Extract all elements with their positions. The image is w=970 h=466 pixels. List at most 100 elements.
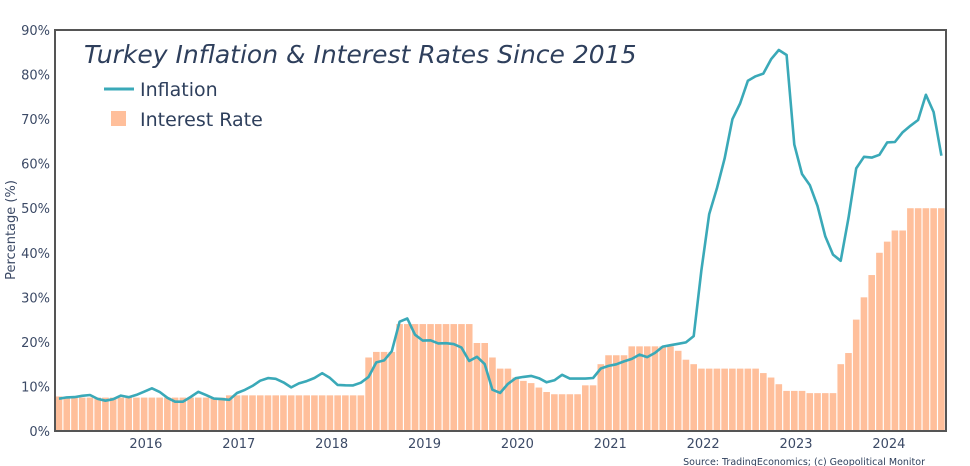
interest-rate-bar bbox=[349, 395, 357, 431]
interest-rate-bar bbox=[682, 359, 690, 431]
interest-rate-bar bbox=[334, 395, 341, 431]
interest-rate-bar bbox=[930, 208, 937, 431]
interest-rate-bar bbox=[852, 319, 860, 431]
x-tick-label: 2023 bbox=[779, 437, 812, 452]
interest-rate-bar bbox=[450, 324, 458, 431]
interest-rate-bar bbox=[527, 383, 535, 431]
interest-rate-bar bbox=[365, 357, 372, 431]
interest-rate-bar bbox=[210, 397, 218, 431]
interest-rate-bar bbox=[744, 368, 752, 431]
interest-rate-bar bbox=[860, 297, 868, 431]
interest-rate-bar bbox=[667, 346, 674, 431]
interest-rate-bar bbox=[612, 355, 620, 431]
interest-rate-bar bbox=[876, 252, 883, 431]
interest-rate-bar bbox=[938, 208, 945, 431]
interest-rate-bar bbox=[558, 394, 566, 431]
x-tick-label: 2022 bbox=[687, 437, 720, 452]
interest-rate-bar bbox=[821, 393, 829, 431]
interest-rate-bar bbox=[512, 377, 519, 431]
y-axis-label: Percentage (%) bbox=[4, 180, 19, 280]
interest-rate-bar bbox=[55, 396, 63, 431]
interest-rate-bar bbox=[427, 324, 434, 431]
interest-rate-bar bbox=[535, 387, 543, 431]
interest-rate-bar bbox=[922, 208, 930, 431]
interest-rate-bar bbox=[705, 368, 713, 431]
interest-rate-bar bbox=[419, 324, 427, 431]
interest-rate-bar bbox=[659, 346, 667, 431]
interest-rate-bar bbox=[752, 368, 759, 431]
interest-rate-bar bbox=[791, 390, 798, 431]
x-tick-label: 2016 bbox=[129, 437, 162, 452]
interest-rate-bar bbox=[868, 275, 875, 431]
interest-rate-bar bbox=[280, 395, 287, 431]
interest-rate-bar bbox=[620, 355, 628, 431]
interest-rate-bar bbox=[651, 346, 659, 431]
legend-interest-rate-swatch bbox=[111, 111, 126, 126]
y-axis-ticks: 0% 10% 20% 30% 40% 50% 60% 70% 80% 90% bbox=[21, 24, 50, 440]
interest-rate-bar bbox=[187, 397, 194, 431]
y-tick-label: 80% bbox=[21, 69, 50, 84]
interest-rate-bar bbox=[767, 377, 775, 431]
interest-rate-bar bbox=[458, 324, 465, 431]
interest-rate-bar bbox=[86, 397, 94, 431]
interest-rate-bar bbox=[907, 208, 914, 431]
chart-title: Turkey Inflation & Interest Rates Since … bbox=[84, 40, 636, 69]
interest-rate-bar bbox=[140, 397, 148, 431]
interest-rate-bar bbox=[783, 390, 790, 431]
interest-rate-bar bbox=[241, 395, 249, 431]
interest-rate-bar bbox=[605, 355, 612, 431]
interest-rate-bar bbox=[380, 351, 388, 431]
inflation-line bbox=[58, 48, 943, 404]
x-tick-label: 2019 bbox=[408, 437, 441, 452]
interest-rate-bar bbox=[233, 395, 241, 431]
interest-rate-bar bbox=[806, 393, 814, 431]
interest-rate-bar bbox=[674, 350, 682, 431]
interest-rate-bars bbox=[55, 208, 945, 431]
x-tick-label: 2018 bbox=[315, 437, 348, 452]
interest-rate-bar bbox=[496, 368, 504, 431]
interest-rate-bar bbox=[249, 395, 256, 431]
interest-rate-bar bbox=[411, 324, 419, 431]
interest-rate-bar bbox=[698, 368, 705, 431]
interest-rate-bar bbox=[287, 395, 295, 431]
x-tick-label: 2017 bbox=[222, 437, 255, 452]
interest-rate-bar bbox=[489, 357, 496, 431]
interest-rate-bar bbox=[636, 346, 643, 431]
interest-rate-bar bbox=[914, 208, 922, 431]
interest-rate-bar bbox=[264, 395, 272, 431]
interest-rate-bar bbox=[891, 230, 899, 431]
interest-rate-bar bbox=[303, 395, 310, 431]
x-axis-ticks: 2016 2017 2018 2019 2020 2021 2022 2023 2024 bbox=[129, 437, 905, 452]
y-tick-label: 90% bbox=[21, 24, 50, 39]
y-tick-label: 50% bbox=[21, 202, 50, 217]
interest-rate-bar bbox=[798, 390, 806, 431]
interest-rate-bar bbox=[628, 346, 636, 431]
interest-rate-bar bbox=[94, 397, 101, 431]
interest-rate-bar bbox=[311, 395, 318, 431]
interest-rate-bar bbox=[736, 368, 744, 431]
interest-rate-bar bbox=[760, 373, 767, 431]
interest-rate-bar bbox=[883, 241, 891, 431]
interest-rate-bar bbox=[473, 343, 481, 431]
interest-rate-bar bbox=[465, 324, 473, 431]
interest-rate-bar bbox=[71, 397, 78, 431]
interest-rate-bar bbox=[326, 395, 334, 431]
interest-rate-bar bbox=[295, 395, 303, 431]
interest-rate-bar bbox=[102, 397, 109, 431]
interest-rate-bar bbox=[171, 397, 179, 431]
interest-rate-bar bbox=[574, 394, 581, 431]
interest-rate-bar bbox=[434, 324, 442, 431]
x-tick-label: 2024 bbox=[872, 437, 905, 452]
interest-rate-bar bbox=[202, 397, 210, 431]
y-tick-label: 70% bbox=[21, 113, 50, 128]
interest-rate-bar bbox=[179, 397, 187, 431]
interest-rate-bar bbox=[342, 395, 349, 431]
interest-rate-bar bbox=[225, 395, 233, 431]
interest-rate-bar bbox=[148, 397, 156, 431]
interest-rate-bar bbox=[837, 364, 845, 431]
interest-rate-bar bbox=[597, 364, 605, 431]
interest-rate-bar bbox=[481, 343, 488, 431]
interest-rate-bar bbox=[373, 351, 380, 431]
